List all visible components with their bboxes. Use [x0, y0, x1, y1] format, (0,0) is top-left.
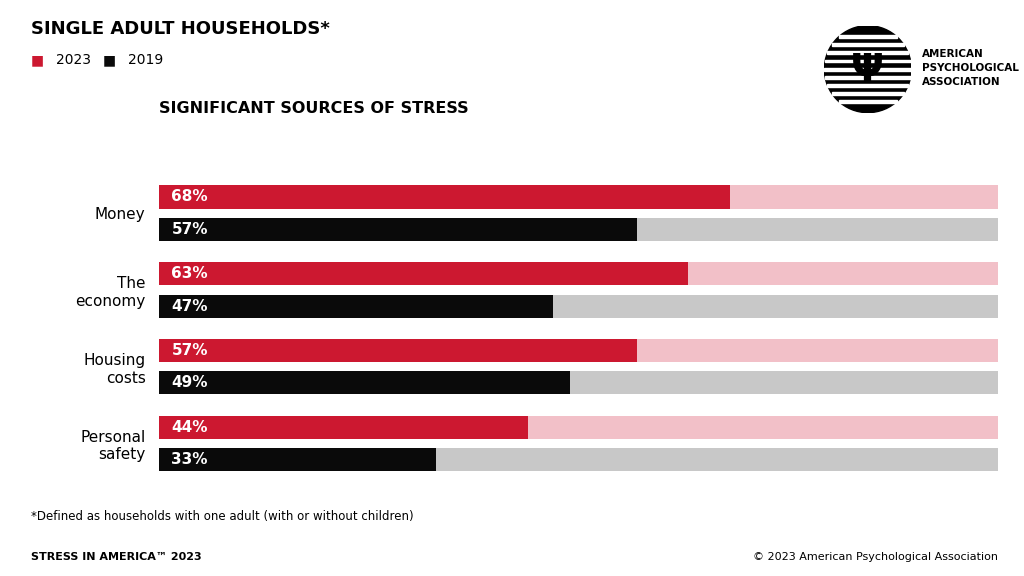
Bar	[159, 372, 998, 395]
FancyBboxPatch shape	[831, 43, 904, 46]
FancyBboxPatch shape	[825, 76, 910, 79]
Bar	[159, 339, 998, 362]
Text: Ψ: Ψ	[851, 52, 885, 90]
Text: © 2023 American Psychological Association: © 2023 American Psychological Associatio…	[754, 552, 998, 562]
Bar	[159, 218, 637, 241]
Text: 2019: 2019	[128, 54, 163, 67]
Text: 57%: 57%	[171, 343, 208, 358]
Text: ■: ■	[102, 54, 116, 67]
Text: 33%: 33%	[171, 452, 208, 467]
Text: AMERICAN
PSYCHOLOGICAL
ASSOCIATION: AMERICAN PSYCHOLOGICAL ASSOCIATION	[922, 49, 1019, 87]
Bar	[159, 448, 998, 471]
Text: ■: ■	[31, 54, 44, 67]
Text: 57%: 57%	[171, 222, 208, 237]
FancyBboxPatch shape	[839, 35, 897, 38]
Bar	[159, 185, 998, 209]
Bar	[159, 416, 528, 439]
Text: STRESS IN AMERICA™ 2023: STRESS IN AMERICA™ 2023	[31, 552, 202, 562]
FancyBboxPatch shape	[824, 68, 911, 70]
Bar	[159, 218, 998, 241]
Bar	[159, 262, 688, 285]
FancyBboxPatch shape	[827, 51, 908, 54]
Bar	[159, 372, 570, 395]
FancyBboxPatch shape	[825, 59, 910, 62]
FancyBboxPatch shape	[831, 92, 904, 95]
FancyBboxPatch shape	[839, 100, 897, 103]
Bar	[159, 448, 436, 471]
Bar	[159, 294, 998, 317]
Bar	[159, 185, 730, 209]
FancyBboxPatch shape	[827, 84, 908, 87]
Text: SIGNIFICANT SOURCES OF STRESS: SIGNIFICANT SOURCES OF STRESS	[159, 101, 468, 116]
Bar	[159, 294, 553, 317]
Text: SINGLE ADULT HOUSEHOLDS*: SINGLE ADULT HOUSEHOLDS*	[31, 20, 330, 38]
Bar	[159, 416, 998, 439]
Text: 49%: 49%	[171, 376, 208, 391]
Text: 63%: 63%	[171, 266, 208, 281]
Text: 68%: 68%	[171, 190, 208, 204]
Bar	[159, 262, 998, 285]
Text: 2023: 2023	[56, 54, 91, 67]
Circle shape	[824, 25, 911, 113]
Text: 47%: 47%	[171, 298, 208, 313]
Bar	[159, 339, 637, 362]
Text: *Defined as households with one adult (with or without children): *Defined as households with one adult (w…	[31, 510, 414, 523]
Text: 44%: 44%	[171, 420, 208, 435]
